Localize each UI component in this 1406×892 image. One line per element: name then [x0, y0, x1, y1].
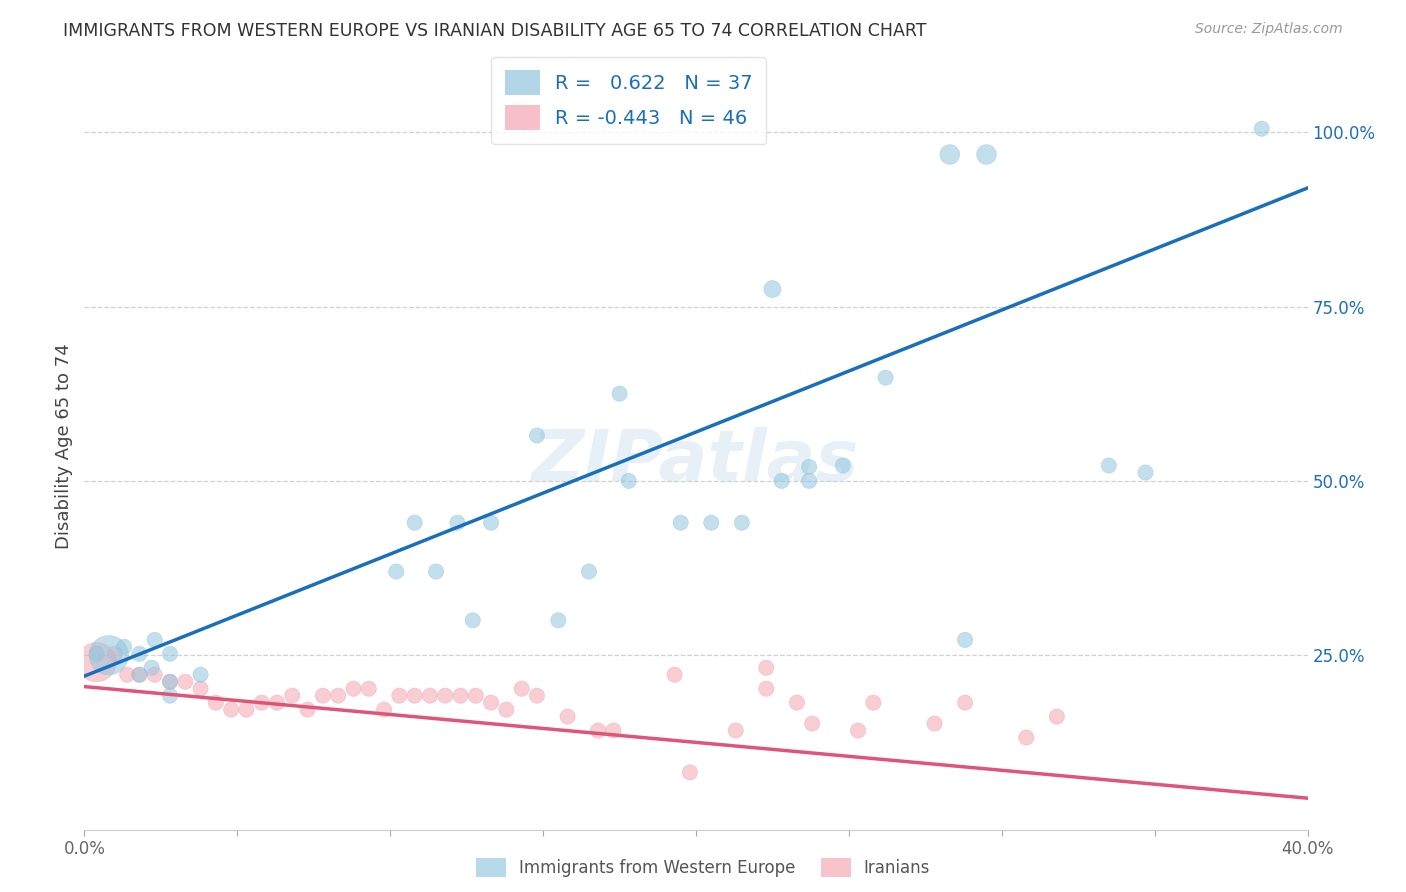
Point — [526, 689, 548, 703]
Point — [1046, 709, 1069, 723]
Point — [479, 516, 502, 530]
Point — [761, 282, 783, 296]
Point — [924, 716, 946, 731]
Point — [797, 459, 820, 474]
Point — [939, 147, 962, 161]
Point — [86, 655, 108, 669]
Point — [86, 647, 108, 661]
Point — [1250, 121, 1272, 136]
Point — [312, 689, 335, 703]
Point — [669, 516, 692, 530]
Point — [112, 640, 135, 654]
Text: IMMIGRANTS FROM WESTERN EUROPE VS IRANIAN DISABILITY AGE 65 TO 74 CORRELATION CH: IMMIGRANTS FROM WESTERN EUROPE VS IRANIA… — [63, 22, 927, 40]
Text: Source: ZipAtlas.com: Source: ZipAtlas.com — [1195, 22, 1343, 37]
Point — [557, 709, 579, 723]
Point — [235, 703, 257, 717]
Point — [801, 716, 824, 731]
Point — [731, 516, 754, 530]
Point — [526, 428, 548, 442]
Legend: R =   0.622   N = 37, R = -0.443   N = 46: R = 0.622 N = 37, R = -0.443 N = 46 — [491, 57, 766, 144]
Legend: Immigrants from Western Europe, Iranians: Immigrants from Western Europe, Iranians — [470, 851, 936, 884]
Point — [143, 667, 166, 681]
Point — [174, 674, 197, 689]
Point — [328, 689, 350, 703]
Point — [786, 696, 808, 710]
Point — [385, 565, 408, 579]
Point — [128, 647, 150, 661]
Text: ZIPatlas: ZIPatlas — [533, 427, 859, 496]
Point — [419, 689, 441, 703]
Point — [617, 474, 640, 488]
Point — [297, 703, 319, 717]
Point — [664, 667, 686, 681]
Point — [797, 474, 820, 488]
Point — [128, 667, 150, 681]
Point — [159, 647, 181, 661]
Point — [770, 474, 793, 488]
Point — [495, 703, 517, 717]
Point — [609, 386, 631, 401]
Point — [357, 681, 380, 696]
Point — [461, 613, 484, 627]
Point — [862, 696, 884, 710]
Point — [953, 696, 976, 710]
Point — [425, 565, 447, 579]
Point — [159, 674, 181, 689]
Point — [219, 703, 242, 717]
Point — [404, 516, 426, 530]
Point — [141, 661, 163, 675]
Point — [602, 723, 624, 738]
Y-axis label: Disability Age 65 to 74: Disability Age 65 to 74 — [55, 343, 73, 549]
Point — [586, 723, 609, 738]
Point — [143, 632, 166, 647]
Point — [679, 765, 702, 780]
Point — [464, 689, 486, 703]
Point — [875, 370, 897, 384]
Point — [1098, 458, 1121, 473]
Point — [1015, 731, 1038, 745]
Point — [159, 674, 181, 689]
Point — [373, 703, 395, 717]
Point — [159, 689, 181, 703]
Point — [205, 696, 228, 710]
Point — [250, 696, 273, 710]
Point — [578, 565, 600, 579]
Point — [479, 696, 502, 710]
Point — [510, 681, 533, 696]
Point — [446, 516, 468, 530]
Point — [724, 723, 747, 738]
Point — [190, 667, 212, 681]
Point — [547, 613, 569, 627]
Point — [97, 648, 120, 663]
Point — [846, 723, 869, 738]
Point — [976, 147, 998, 161]
Point — [700, 516, 723, 530]
Point — [1135, 466, 1157, 480]
Point — [115, 667, 138, 681]
Point — [404, 689, 426, 703]
Point — [266, 696, 288, 710]
Point — [388, 689, 411, 703]
Point — [755, 661, 778, 675]
Point — [450, 689, 472, 703]
Point — [831, 458, 853, 473]
Point — [281, 689, 304, 703]
Point — [104, 647, 127, 661]
Point — [755, 681, 778, 696]
Point — [128, 667, 150, 681]
Point — [342, 681, 364, 696]
Point — [434, 689, 457, 703]
Point — [953, 632, 976, 647]
Point — [190, 681, 212, 696]
